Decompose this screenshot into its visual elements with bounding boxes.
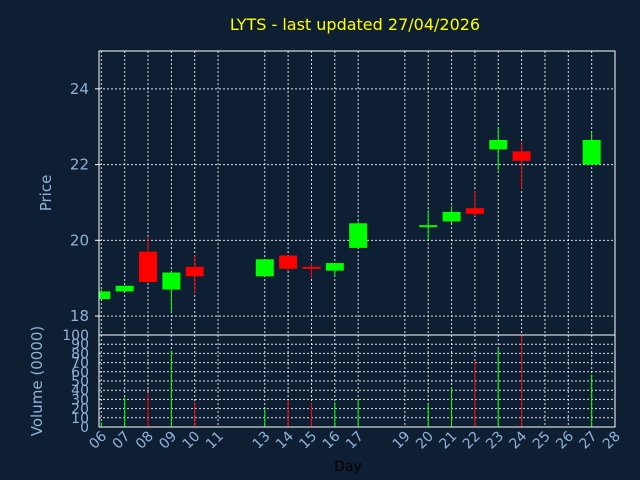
candle-down xyxy=(512,141,531,190)
candle-body xyxy=(489,139,508,150)
volume-y-tick-label: 10 xyxy=(71,411,89,427)
candle-body xyxy=(302,266,321,269)
x-tick-label: 08 xyxy=(133,429,157,453)
x-tick-label: 14 xyxy=(273,428,297,452)
candle-up xyxy=(489,126,508,171)
x-tick-label: 19 xyxy=(390,429,414,453)
x-tick-label: 25 xyxy=(530,429,554,453)
x-tick-label: 15 xyxy=(296,429,320,453)
price-axis-label: Price xyxy=(37,175,55,212)
candle-down xyxy=(139,236,158,282)
volume-y-tick-label: 20 xyxy=(71,402,89,418)
x-tick-label: 21 xyxy=(436,429,460,453)
candle-body xyxy=(325,263,344,271)
x-tick-label: 06 xyxy=(86,428,110,452)
candle-body xyxy=(255,259,274,277)
volume-y-tick-label: 90 xyxy=(71,337,89,353)
candle-down xyxy=(465,191,484,216)
x-axis-ticks: 06 07 08 09 10 11 13 14 15 16 17 19 20 21 22 23 24 25 26 27… xyxy=(86,428,624,452)
candle-body xyxy=(115,285,134,292)
volume-axis-label: Volume (0000) xyxy=(28,326,46,436)
volume-y-tick-label: 100 xyxy=(62,328,89,344)
x-tick-label: 16 xyxy=(320,428,344,452)
x-tick-label: 20 xyxy=(413,429,437,453)
price-grid xyxy=(99,51,616,335)
price-y-ticks: 18 20 22 24 xyxy=(70,80,99,325)
candle-up xyxy=(255,259,274,277)
candle-body xyxy=(185,266,204,277)
volume-plot-frame xyxy=(98,334,616,428)
candle-body xyxy=(419,225,438,228)
candle-up xyxy=(442,206,461,224)
candle-body xyxy=(349,223,368,248)
candle-down xyxy=(279,255,298,271)
candle-up xyxy=(582,132,601,165)
volume-y-tick-label: 70 xyxy=(71,356,89,372)
x-tick-label: 07 xyxy=(110,429,134,453)
candle-body xyxy=(139,251,158,282)
volume-y-tick-label: 0 xyxy=(80,420,89,436)
price-y-tick-label: 22 xyxy=(70,156,89,174)
candle-up xyxy=(419,210,438,241)
candle-down xyxy=(185,255,204,294)
x-tick-label: 27 xyxy=(577,429,601,453)
x-tick-label: 26 xyxy=(553,428,577,452)
candle-up xyxy=(99,289,111,300)
x-tick-label: 10 xyxy=(180,429,204,453)
candle-body xyxy=(279,255,298,269)
volume-bars xyxy=(100,335,593,427)
candle-body xyxy=(512,151,531,161)
candle-up xyxy=(325,263,344,277)
candle-body xyxy=(442,211,461,222)
price-y-tick-label: 18 xyxy=(70,307,89,325)
volume-y-tick-label: 50 xyxy=(71,374,89,390)
price-panel: 18 20 22 24 Price xyxy=(37,50,616,336)
volume-y-tick-label: 40 xyxy=(71,383,89,399)
x-tick-label: 09 xyxy=(156,429,180,453)
candles xyxy=(99,126,601,313)
volume-y-tick-label: 60 xyxy=(71,365,89,381)
x-tick-label: 24 xyxy=(507,428,531,452)
x-tick-label: 17 xyxy=(343,429,367,453)
price-plot-frame xyxy=(98,50,616,336)
x-tick-label: 22 xyxy=(460,429,484,453)
x-tick-label: 23 xyxy=(483,429,507,453)
x-tick-label: 11 xyxy=(203,429,227,453)
candle-up xyxy=(162,270,181,313)
volume-grid xyxy=(99,334,616,428)
candle-body xyxy=(162,272,181,290)
candle-up xyxy=(349,221,368,248)
price-y-tick-label: 24 xyxy=(70,80,89,98)
volume-y-tick-label: 30 xyxy=(71,392,89,408)
x-tick-label: 28 xyxy=(600,429,624,453)
candle-body xyxy=(582,139,601,165)
x-axis-label: Day xyxy=(334,459,362,475)
volume-y-tick-label: 80 xyxy=(71,346,89,362)
chart-title: LYTS - last updated 27/04/2026 xyxy=(230,15,480,34)
candle-body xyxy=(99,291,111,300)
x-tick-label: 13 xyxy=(250,429,274,453)
candle-down xyxy=(302,263,321,279)
candle-up xyxy=(115,285,134,292)
price-y-tick-label: 20 xyxy=(70,231,89,249)
candle-body xyxy=(465,208,484,214)
